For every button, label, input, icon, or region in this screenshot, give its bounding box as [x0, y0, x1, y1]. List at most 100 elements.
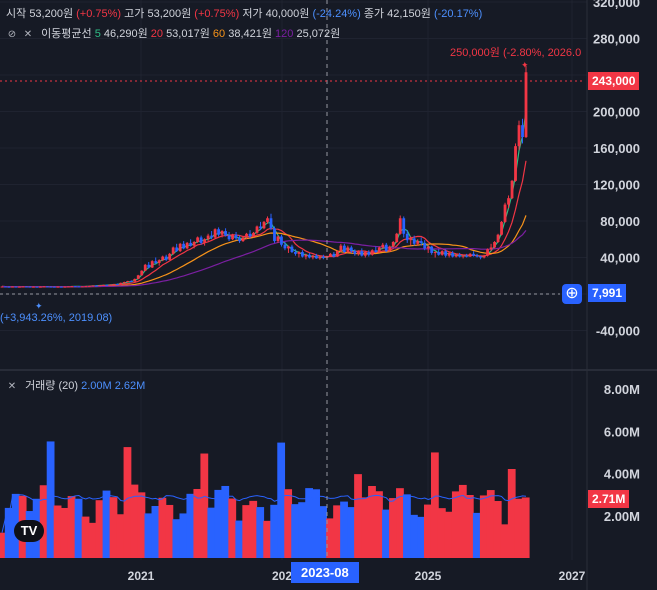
candle: [283, 244, 287, 249]
candle: [133, 278, 137, 282]
volume-bar: [60, 507, 69, 558]
candle: [105, 284, 109, 286]
volume-bar: [382, 509, 390, 558]
candle: [178, 243, 182, 252]
y-tick-label: 40,000: [600, 251, 640, 266]
volume-bar: [214, 489, 223, 558]
candle: [91, 285, 95, 287]
candle: [381, 244, 385, 248]
volume-legend-value: 2.62M: [114, 380, 146, 392]
candle: [342, 245, 346, 253]
candle: [115, 284, 119, 286]
candle: [94, 285, 98, 287]
x-tick-label: 2027: [559, 569, 586, 583]
volume-bar: [270, 504, 279, 558]
volume-bar: [417, 516, 425, 558]
candle: [42, 286, 46, 288]
ohlc-legend: 시작 53,200원 (+0.75%) 고가 53,200원 (+0.75%) …: [6, 5, 482, 21]
candle: [311, 255, 315, 258]
volume-axis-ticks: 2.00M 4.00M 6.00M 8.00M: [604, 382, 640, 524]
candle: [360, 251, 364, 256]
hide-eye-icon[interactable]: ⊘: [7, 29, 17, 40]
candle: [416, 241, 420, 244]
ma-value: 46,290원: [103, 28, 148, 40]
candle: [154, 261, 158, 263]
y-tick-label: 280,000: [593, 32, 640, 47]
candle: [486, 249, 489, 256]
close-value: 42,150원: [387, 8, 431, 20]
volume-bar: [0, 532, 6, 558]
candle: [192, 241, 196, 246]
ma-value: 38,421원: [228, 28, 272, 40]
open-value: 53,200원: [29, 8, 74, 20]
volume-bar: [242, 505, 251, 558]
volume-bar: [228, 498, 237, 558]
candle: [510, 180, 514, 199]
volume-bar: [354, 474, 362, 558]
volume-bar: [403, 494, 411, 558]
volume-bar: [305, 488, 314, 558]
volume-bar: [389, 498, 397, 558]
candle: [395, 233, 399, 242]
candle: [53, 286, 56, 288]
close-icon[interactable]: ✕: [7, 381, 17, 392]
candle: [419, 241, 423, 243]
high-change: (+0.75%): [194, 8, 240, 20]
close-icon[interactable]: ✕: [23, 29, 33, 40]
candle: [440, 251, 444, 255]
y-tick-label: 80,000: [600, 214, 640, 229]
candle: [315, 255, 318, 259]
candle: [185, 242, 189, 249]
candle: [370, 250, 374, 255]
candle: [521, 125, 524, 138]
volume-bar: [410, 514, 418, 558]
volume-legend-title: 거래량 (20): [25, 380, 79, 392]
candle: [514, 146, 517, 181]
volume-bar: [284, 489, 293, 558]
candle: [356, 251, 360, 254]
volume-bar: [88, 522, 97, 558]
candle: [39, 286, 42, 288]
candle: [447, 252, 451, 256]
low-annotation: (+3,943.26%, 2019.08): [0, 312, 113, 324]
volume-bar: [256, 507, 265, 558]
x-tick-label: 2021: [128, 569, 155, 583]
volume-bar: [207, 507, 216, 558]
y-tick-label: 320,000: [593, 0, 640, 10]
candle: [276, 236, 280, 242]
candle: [129, 281, 133, 283]
candle: [524, 72, 528, 138]
candle: [4, 286, 7, 288]
volume-tick-label: 2.00M: [604, 509, 640, 524]
candle: [238, 238, 241, 242]
y-tick-label: 200,000: [593, 105, 640, 120]
candle: [273, 228, 276, 242]
candle: [287, 246, 290, 249]
candle: [472, 253, 475, 256]
candle: [475, 255, 479, 257]
candle: [374, 250, 378, 253]
volume-bar: [437, 508, 446, 558]
high-marker-icon: ✦: [521, 60, 529, 70]
tradingview-logo[interactable]: TV: [14, 520, 44, 542]
candle: [59, 286, 63, 288]
candle: [49, 286, 53, 288]
candle: [468, 253, 472, 257]
candle: [203, 239, 207, 243]
volume-bar: [375, 491, 383, 558]
add-plus-icon[interactable]: ⊕: [562, 284, 582, 304]
volume-bar: [521, 497, 530, 558]
candle: [14, 286, 18, 288]
volume-bar: [116, 514, 125, 558]
low-change: (-24.24%): [312, 8, 361, 20]
candle: [269, 218, 273, 229]
volume-bar: [39, 485, 48, 558]
volume-bar: [235, 520, 244, 558]
ma-period: 120: [275, 28, 294, 40]
volume-bar: [298, 502, 307, 558]
ma-line: [1, 111, 527, 288]
candle: [136, 275, 140, 279]
candle: [98, 285, 102, 287]
candle: [206, 235, 210, 240]
